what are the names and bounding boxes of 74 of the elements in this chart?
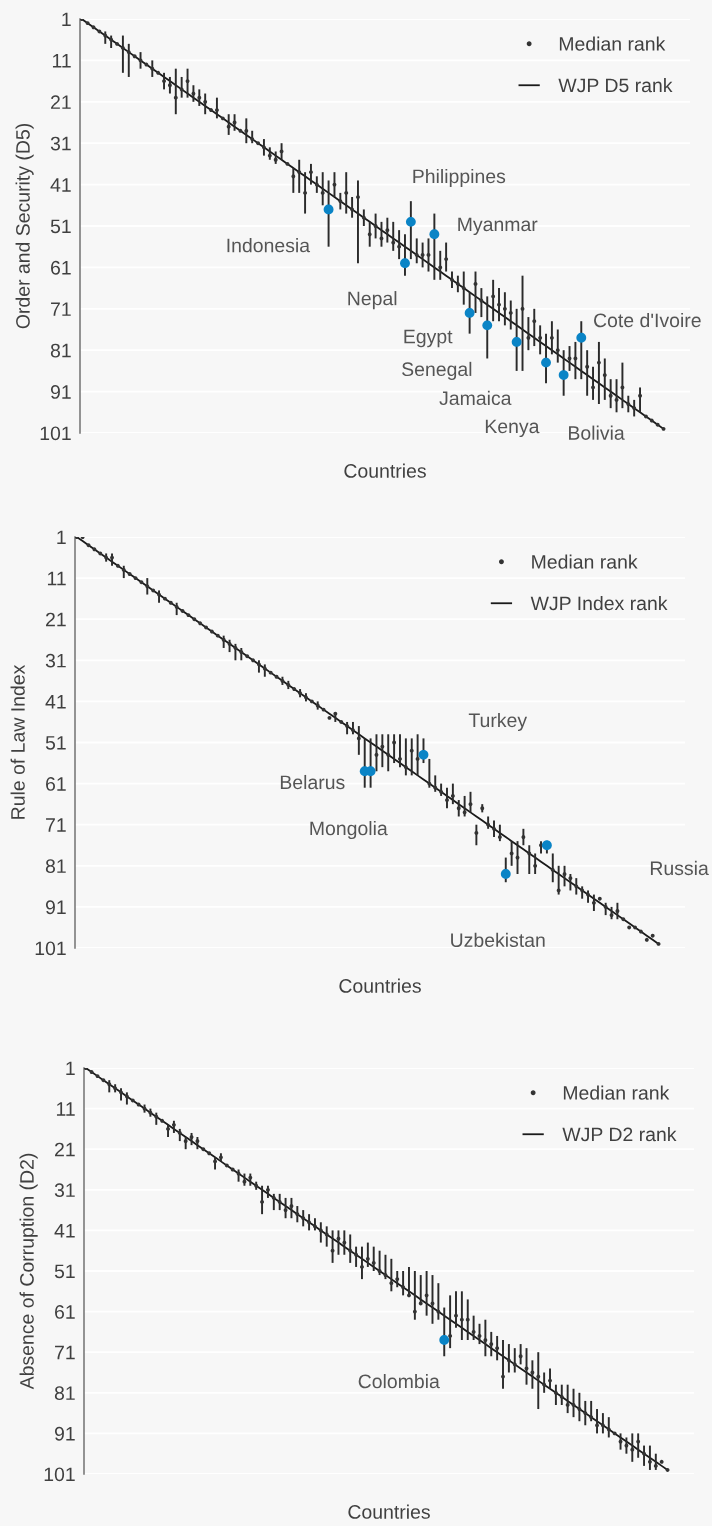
annotation: Jamaica [439, 390, 512, 406]
y-tick-label: 51 [45, 736, 66, 750]
y-tick-label: 21 [55, 1142, 75, 1157]
point [482, 320, 493, 331]
y-tick-label: 61 [46, 777, 66, 791]
point [558, 370, 569, 380]
point [541, 840, 552, 851]
annotation: Kenya [485, 419, 540, 438]
legend-label: Median rank [563, 1085, 670, 1100]
annotation: Senegal [402, 361, 472, 380]
y-tick-label: 101 [44, 1467, 75, 1482]
annotation: Egypt [404, 329, 453, 348]
y-tick-label: 81 [50, 343, 71, 358]
annotation: Colombia [358, 1373, 440, 1389]
y-tick-label: 11 [56, 1102, 75, 1116]
y-tick-label: 71 [55, 1345, 75, 1360]
y-tick-label: 81 [54, 1386, 75, 1401]
legend-label: Median rank [559, 36, 666, 51]
y-axis-title: Order and Security (D5) [15, 124, 34, 329]
annotation: Belarus [280, 774, 345, 790]
annotation: Bolivia [569, 425, 625, 440]
y-tick-label: 51 [54, 1264, 75, 1279]
point [500, 869, 511, 879]
x-axis-title: Countries [339, 978, 421, 993]
y-tick-label: 61 [55, 1305, 75, 1319]
legend-label: WJP Index rank [530, 595, 668, 611]
y-tick-label: 81 [45, 859, 66, 874]
y-tick-label: 1 [66, 1061, 75, 1076]
point [323, 204, 334, 215]
y-tick-label: 41 [54, 1224, 75, 1238]
y-tick-label: 11 [47, 571, 66, 586]
point [576, 332, 587, 343]
point [418, 749, 429, 760]
y-tick-label: 71 [51, 302, 71, 316]
annotation: Cote d'Ivoire [594, 312, 701, 328]
y-tick-label: 91 [50, 385, 71, 399]
y-axis-title: Rule of Law Index [10, 664, 25, 819]
y-tick-label: 31 [50, 136, 71, 151]
point [464, 308, 475, 318]
y-tick-label: 41 [50, 178, 71, 192]
legend-label: WJP D5 rank [558, 77, 673, 93]
legend-label: Median rank [532, 554, 638, 569]
y-tick-label: 101 [35, 941, 66, 956]
y-tick-label: 31 [45, 653, 66, 668]
y-tick-label: 31 [54, 1183, 75, 1198]
y-tick-label: 51 [50, 219, 71, 234]
point [405, 216, 416, 227]
annotation: Turkey [468, 712, 528, 732]
point [429, 229, 440, 240]
y-tick-label: 1 [57, 530, 66, 545]
point [511, 337, 522, 347]
annotation: Nepal [348, 291, 397, 310]
annotation: Indonesia [227, 238, 311, 253]
annotation: Mongolia [310, 820, 388, 840]
point [400, 258, 410, 269]
annotation: Philippines [413, 168, 506, 188]
annotation: Russia [650, 860, 709, 876]
y-tick-label: 1 [62, 12, 71, 27]
y-tick-label: 41 [45, 695, 66, 709]
y-tick-label: 101 [40, 426, 71, 441]
y-tick-label: 11 [52, 54, 71, 68]
annotation: Myanmar [458, 217, 538, 236]
x-axis-title: Countries [344, 463, 426, 478]
point [541, 357, 551, 368]
y-tick-label: 91 [45, 900, 66, 915]
y-tick-label: 21 [46, 612, 66, 627]
y-tick-label: 61 [51, 260, 71, 275]
y-tick-label: 91 [54, 1426, 75, 1441]
y-axis-title: Absence of Corruption (D2) [19, 1153, 38, 1390]
x-axis-title: Countries [348, 1504, 430, 1519]
y-tick-label: 71 [46, 818, 66, 832]
legend-label: WJP D2 rank [562, 1126, 677, 1142]
y-tick-label: 21 [51, 95, 71, 109]
annotation: Uzbekistan [451, 932, 545, 948]
